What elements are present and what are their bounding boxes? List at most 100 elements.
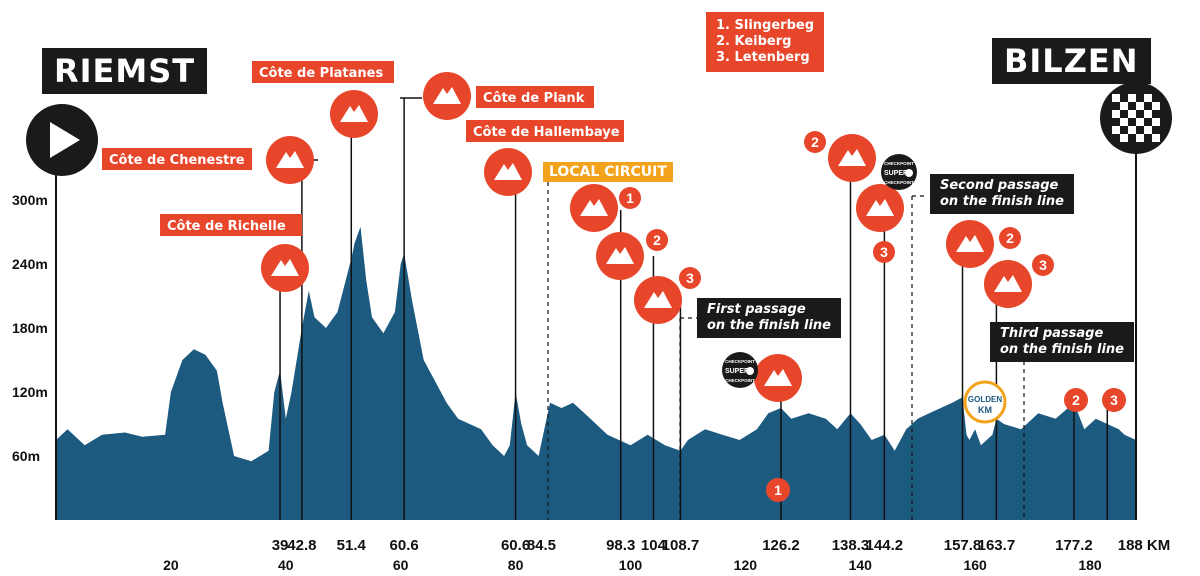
km-marker-label: 177.2 (1055, 537, 1093, 554)
start-city-label: RIEMST (42, 48, 208, 94)
checkered-flag-square (1136, 102, 1144, 110)
mountain-icon (340, 105, 368, 122)
legend-line-2: 2. Keiberg (716, 34, 792, 49)
mountain-icon (494, 163, 522, 180)
climb-number: 1 (774, 482, 782, 498)
checkpoint-badge (881, 154, 917, 190)
checkered-flag-square (1144, 94, 1152, 102)
play-icon (50, 122, 80, 158)
y-tick-label: 300m (12, 192, 48, 208)
climb-name-label: Côte de Chenestre (109, 153, 245, 168)
mountain-icon (956, 235, 984, 252)
second-passage-note: Second passage on the finish line (930, 174, 1074, 214)
climb-name-label: Côte de Hallembaye (473, 125, 620, 140)
km-marker-label: 104 (641, 537, 667, 554)
climb-number: 3 (686, 270, 694, 286)
y-tick-label: 180m (12, 320, 48, 336)
climb-name-label: Côte de Plank (483, 91, 585, 106)
km-marker-label: 60.6 (501, 537, 530, 554)
mountain-icon (764, 369, 792, 386)
checkered-flag-square (1152, 134, 1160, 142)
first-passage-line-2: on the finish line (707, 318, 831, 333)
climb-name-tag (476, 86, 594, 108)
km-marker-label: 157.8 (944, 537, 982, 554)
climb-number: 2 (653, 232, 661, 248)
checkered-flag-square (1120, 102, 1128, 110)
y-tick-label: 240m (12, 256, 48, 272)
climb-number: 1 (626, 190, 634, 206)
x-tick-label: 20 (163, 557, 179, 573)
km-marker-label: 144.2 (866, 537, 904, 554)
climb-name-tag (252, 61, 394, 83)
checkered-flag-square (1128, 110, 1136, 118)
second-passage-line-2: on the finish line (940, 194, 1064, 209)
checkpoint-top-text: CHECKPOINT (725, 359, 755, 364)
checkpoint-mid-text: SUPER (725, 368, 749, 375)
checkpoint-bottom-text: CHECKPOINT (884, 180, 914, 185)
climb-number: 3 (880, 244, 888, 260)
y-tick-label: 120m (12, 384, 48, 400)
x-tick-label: 40 (278, 557, 294, 573)
climb-number: 2 (811, 134, 819, 150)
mountain-icon (271, 259, 299, 276)
y-tick-label: 60m (12, 448, 40, 464)
checkered-flag-square (1144, 110, 1152, 118)
mountain-icon (276, 151, 304, 168)
climb-number-badge (804, 131, 826, 153)
mountain-icon (644, 291, 672, 308)
second-passage-line-1: Second passage (940, 178, 1059, 193)
checkered-flag-square (1112, 126, 1120, 134)
km-marker-label: 126.2 (762, 537, 800, 554)
x-tick-label: 180 (1078, 557, 1102, 573)
legend-line-1: 1. Slingerbeg (716, 18, 815, 33)
golden-km-badge (963, 380, 1007, 424)
checkpoint-mid-text: SUPER (884, 170, 908, 177)
climb-number-badge (1032, 254, 1054, 276)
mountain-icon (433, 87, 461, 104)
climb-number: 3 (1110, 392, 1118, 408)
checkered-flag-square (1136, 118, 1144, 126)
third-passage-line-1: Third passage (1000, 326, 1104, 341)
checkered-flag-square (1120, 134, 1128, 142)
checkered-flag-square (1152, 118, 1160, 126)
third-passage-line-2: on the finish line (1000, 342, 1124, 357)
climb-name-label: Côte de Platanes (259, 66, 383, 81)
x-tick-label: 60 (393, 557, 409, 573)
km-marker-label: 51.4 (337, 537, 367, 554)
climb-number-badge (873, 241, 895, 263)
golden-km-text: KM (978, 405, 992, 415)
checkpoint-top-text: CHECKPOINT (884, 161, 914, 166)
mountain-icon (606, 247, 634, 264)
km-marker-label: 138.3 (832, 537, 870, 554)
climb-number: 2 (1072, 392, 1080, 408)
climb-number-badge (619, 187, 641, 209)
checkered-flag-square (1128, 126, 1136, 134)
x-tick-label: 120 (734, 557, 758, 573)
checkpoint-dot (905, 169, 913, 177)
climb-name-tag (160, 214, 302, 236)
checkered-flag-square (1152, 102, 1160, 110)
climb-number-badge (766, 478, 790, 502)
km-marker-label: 84.5 (527, 537, 556, 554)
km-marker-label: 98.3 (606, 537, 635, 554)
climb-name-tag (466, 120, 624, 142)
x-tick-label: 100 (619, 557, 643, 573)
km-marker-label: 188 KM (1118, 537, 1171, 554)
km-marker-label: 42.8 (287, 537, 316, 554)
mountain-icon (994, 275, 1022, 292)
checkered-flag-square (1136, 134, 1144, 142)
mountain-icon (580, 199, 608, 216)
climb-name-label: Côte de Richelle (167, 219, 286, 234)
climb-number: 3 (1039, 257, 1047, 273)
golden-km-text: GOLDEN (968, 395, 1002, 404)
checkered-flag-square (1144, 126, 1152, 134)
third-passage-note: Third passage on the finish line (990, 322, 1134, 362)
km-marker-label: 39 (272, 537, 289, 554)
checkered-flag-square (1112, 94, 1120, 102)
legend-line-3: 3. Letenberg (716, 50, 810, 65)
checkpoint-bottom-text: CHECKPOINT (725, 378, 755, 383)
first-passage-note: First passage on the finish line (697, 298, 841, 338)
km-marker-label: 108.7 (662, 537, 700, 554)
climb-number: 2 (1006, 230, 1014, 246)
climb-number-badge (679, 267, 701, 289)
